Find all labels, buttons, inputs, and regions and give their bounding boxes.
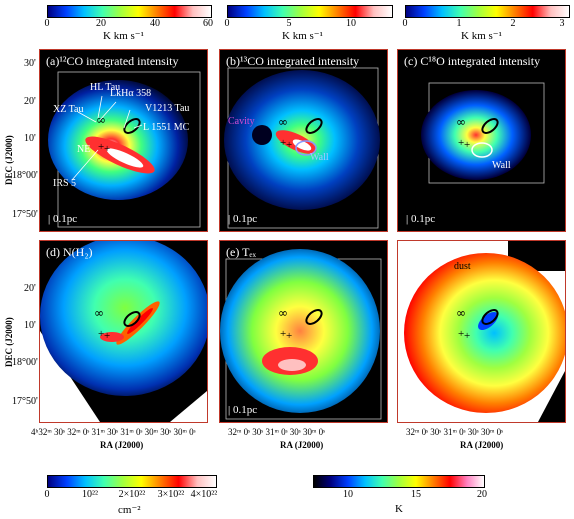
tick-label: 3×10²² <box>157 489 185 500</box>
colorbar-13co <box>227 5 393 18</box>
y-tick-label: 10' <box>24 320 36 331</box>
tick-label: 3 <box>559 18 565 29</box>
panel-nh2-title: (d) N(H₂) <box>46 245 93 259</box>
scale-bar-label: | 0.1pc <box>48 404 78 416</box>
annotation-wall: Wall <box>310 152 329 163</box>
panel-tex-image: ∞ + + <box>220 249 382 420</box>
colorbar-13co-unit: K km s⁻¹ <box>282 30 323 42</box>
annotation-cavity: Cavity <box>228 116 255 127</box>
panel-12co: ∞ + + (a)¹²CO integrated intensity HL Ta… <box>39 49 208 232</box>
tick-label: 1 <box>456 18 462 29</box>
annotation-l1551-mc: L 1551 MC <box>143 122 190 133</box>
annotation-v1213-tau: V1213 Tau <box>145 103 190 114</box>
tick-label: 0 <box>44 18 50 29</box>
svg-text:+: + <box>280 328 286 340</box>
panel-tex-title: (e) Tₑₓ <box>226 245 256 259</box>
tick-label: 10 <box>343 489 353 500</box>
colorbar-tex-unit: K <box>395 503 403 515</box>
y-tick-label: 17°50' <box>12 396 38 407</box>
x-ticks-left: 4ʰ32ᵐ 30ˢ 32ᵐ 0ˢ 31ᵐ 30ˢ 31ᵐ 0ˢ 30ᵐ 30ˢ … <box>31 427 196 437</box>
y-tick-label: 18°00' <box>12 357 38 368</box>
svg-text:∞: ∞ <box>456 306 466 320</box>
annotation-dust: dust <box>454 261 471 272</box>
svg-text:+: + <box>464 330 470 342</box>
tick-label: 0 <box>402 18 408 29</box>
panel-c18o-image: ∞ + + <box>421 82 545 184</box>
panel-13co-title: (b)¹³CO integrated intensity <box>226 54 360 68</box>
scale-bar-label: | 0.1pc <box>228 404 258 416</box>
svg-text:∞: ∞ <box>96 113 106 127</box>
svg-text:+: + <box>104 330 110 342</box>
y-tick-label: 20' <box>24 96 36 107</box>
colorbar-nh2-unit: cm⁻² <box>118 504 141 516</box>
svg-text:∞: ∞ <box>278 115 288 129</box>
svg-text:+: + <box>464 139 470 151</box>
panel-dust-title: (f) <box>404 245 416 259</box>
y-tick-label: 17°50' <box>12 209 38 220</box>
panel-12co-title: (a)¹²CO integrated intensity <box>46 54 179 68</box>
panel-13co-image: ∞ + + <box>224 67 380 229</box>
annotation-xz-tau: XZ Tau <box>53 104 84 115</box>
svg-text:+: + <box>458 137 464 149</box>
tick-label: 40 <box>150 18 160 29</box>
annotation-hl-tau: HL Tau <box>90 82 121 93</box>
panel-c18o-title: (c) C¹⁸O integrated intensity <box>404 54 541 68</box>
panel-dust: ∞ + + (f) dust | 0.1pc <box>397 240 566 423</box>
tick-label: 2×10²² <box>118 489 146 500</box>
svg-text:+: + <box>104 143 110 155</box>
colorbar-nh2 <box>47 475 217 488</box>
tick-label: 2 <box>510 18 516 29</box>
x-axis-title-left: RA (J2000) <box>100 440 144 450</box>
x-axis-title-middle: RA (J2000) <box>280 440 324 450</box>
panel-nh2-image: ∞ + + <box>40 241 207 422</box>
tick-label: 4×10²² <box>190 489 218 500</box>
tick-label: 60 <box>203 18 213 29</box>
tick-label: 20 <box>477 489 487 500</box>
colorbar-c18o-unit: K km s⁻¹ <box>461 30 502 42</box>
scale-bar-label: | 0.1pc <box>406 213 436 225</box>
panel-dust-image: ∞ + + <box>398 241 565 422</box>
panel-12co-image: ∞ + + <box>48 71 201 228</box>
scale-bar-label: | 0.1pc <box>228 213 258 225</box>
annotation-wall: Wall <box>492 160 511 171</box>
panel-nh2: ∞ + + (d) N(H₂) | 0.1pc <box>39 240 208 423</box>
colorbar-tex <box>313 475 485 488</box>
svg-text:+: + <box>280 137 286 149</box>
annotation-ne: NE <box>77 144 91 155</box>
svg-text:+: + <box>286 330 292 342</box>
x-ticks-right: 32ᵐ 0ˢ 30ˢ 31ᵐ 0ˢ 30ˢ 30ᵐ 0ˢ <box>406 427 504 437</box>
tick-label: 20 <box>96 18 106 29</box>
scale-bar-label: | 0.1pc <box>406 404 436 416</box>
tick-label: 15 <box>411 489 421 500</box>
svg-text:∞: ∞ <box>456 115 466 129</box>
svg-text:+: + <box>458 328 464 340</box>
svg-text:+: + <box>98 141 104 153</box>
y-tick-label: 20' <box>24 283 36 294</box>
tick-label: 10²² <box>82 489 98 500</box>
panel-13co: ∞ + + (b)¹³CO integrated intensity Cavit… <box>219 49 388 232</box>
x-axis-title-right: RA (J2000) <box>460 440 504 450</box>
scale-bar-label: | 0.1pc <box>48 213 78 225</box>
svg-text:+: + <box>286 139 292 151</box>
y-tick-label: 18°00' <box>12 170 38 181</box>
svg-text:∞: ∞ <box>94 306 104 320</box>
colorbar-12co <box>47 5 212 18</box>
tick-label: 0 <box>224 18 230 29</box>
panel-c18o: ∞ + + (c) C¹⁸O integrated intensity Wall… <box>397 49 566 232</box>
annotation-irs5: IRS 5 <box>53 178 77 189</box>
colorbar-12co-unit: K km s⁻¹ <box>103 30 144 42</box>
svg-text:∞: ∞ <box>278 306 288 320</box>
tick-label: 0 <box>44 489 50 500</box>
tick-label: 5 <box>286 18 292 29</box>
tick-label: 10 <box>346 18 356 29</box>
y-tick-label: 10' <box>24 133 36 144</box>
svg-text:+: + <box>98 328 104 340</box>
colorbar-c18o <box>405 5 570 18</box>
panel-tex: ∞ + + (e) Tₑₓ | 0.1pc <box>219 240 388 423</box>
y-tick-label: 30' <box>24 58 36 69</box>
annotation-lkha-358: LkHα 358 <box>110 88 152 99</box>
x-ticks-middle: 32ᵐ 0ˢ 30ˢ 31ᵐ 0ˢ 30ˢ 30ᵐ 0ˢ <box>228 427 326 437</box>
